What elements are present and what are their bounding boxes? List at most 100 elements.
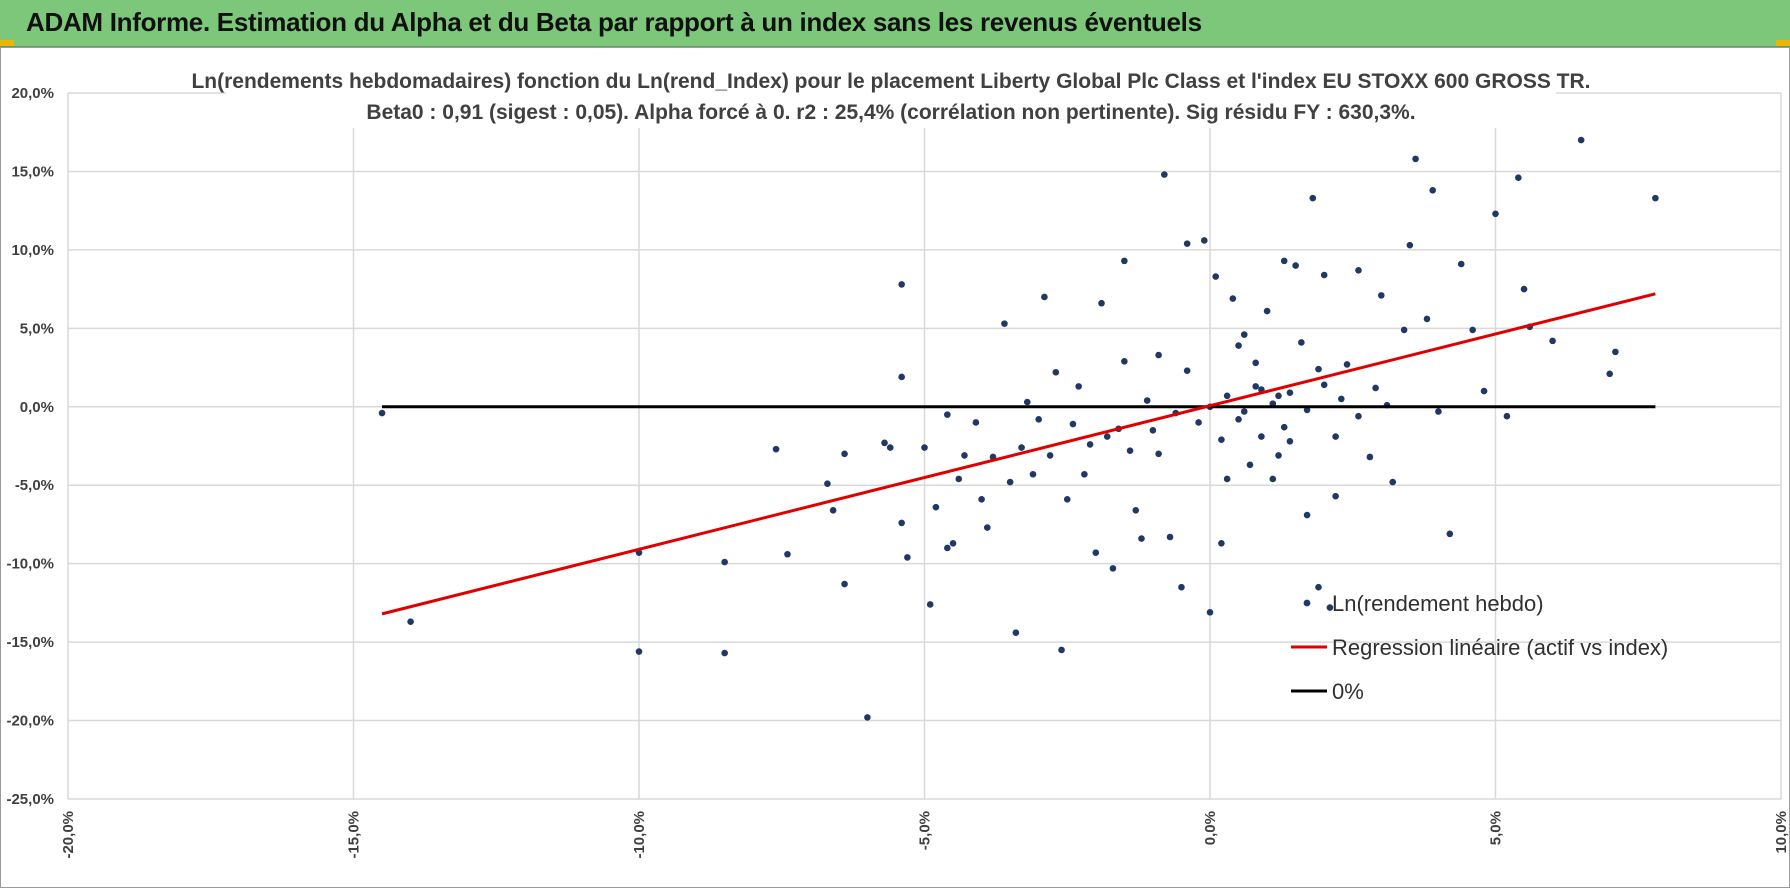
data-point	[1355, 266, 1362, 274]
data-point	[926, 601, 934, 608]
data-point	[1400, 326, 1408, 334]
x-tick-label: 10,0%	[1773, 811, 1789, 854]
data-point	[1041, 293, 1048, 301]
data-point	[1235, 342, 1242, 349]
data-point	[1457, 260, 1465, 268]
data-point	[1166, 533, 1174, 541]
data-point	[1469, 326, 1476, 334]
data-point	[1503, 412, 1511, 420]
data-point	[886, 444, 894, 451]
legend-label-regression: Regression linéaire (actif vs index)	[1332, 635, 1668, 660]
data-point	[841, 580, 848, 588]
data-point	[881, 439, 888, 447]
regression-line	[381, 292, 1656, 616]
chart-area: 20,0% 15,0% 10,0% 5,0% 0,0% -5,0% -10,0% -15,0%…	[0, 47, 1790, 888]
data-point	[1132, 507, 1140, 514]
data-point	[1492, 210, 1499, 218]
data-point	[864, 714, 871, 721]
data-point	[378, 409, 386, 417]
series-lines	[381, 292, 1656, 616]
y-tick-label: -20,0%	[6, 713, 54, 730]
legend-marker-points	[1303, 599, 1311, 607]
data-point	[1389, 478, 1397, 486]
data-point	[784, 550, 791, 558]
data-point	[1046, 452, 1054, 459]
data-point	[1018, 444, 1025, 451]
data-point	[1520, 285, 1528, 293]
data-point	[1320, 381, 1328, 389]
data-point	[1218, 436, 1225, 444]
data-point	[1343, 361, 1351, 368]
data-point	[1143, 397, 1151, 404]
data-point	[1309, 194, 1317, 202]
data-point	[1252, 359, 1259, 367]
data-point	[1412, 155, 1419, 163]
x-tick-label: -15,0%	[346, 811, 363, 859]
data-point	[972, 419, 980, 426]
data-point	[1372, 384, 1379, 392]
chart-title-line2: Beta0 : 0,91 (sigest : 0,05). Alpha forc…	[366, 101, 1415, 124]
data-point	[1023, 398, 1031, 406]
data-point	[1378, 292, 1385, 299]
data-point	[1058, 646, 1065, 654]
data-point	[1292, 262, 1299, 269]
data-point	[955, 475, 963, 483]
data-point	[921, 444, 928, 451]
data-point	[1612, 348, 1619, 356]
data-point	[944, 411, 951, 418]
data-point	[1280, 257, 1288, 265]
data-point	[1338, 395, 1345, 403]
y-tick-label: -5,0%	[15, 477, 54, 494]
data-point	[1063, 496, 1071, 503]
data-point	[1286, 437, 1294, 445]
data-point	[1246, 461, 1254, 469]
data-point	[1298, 339, 1305, 346]
data-point	[829, 507, 837, 514]
data-point	[721, 649, 728, 657]
data-point	[772, 445, 780, 453]
data-point	[1195, 419, 1202, 426]
data-point	[1183, 240, 1191, 247]
data-point	[1235, 416, 1242, 423]
data-point	[898, 281, 905, 288]
data-points	[378, 136, 1659, 721]
data-point	[1258, 433, 1265, 440]
data-point	[1252, 383, 1259, 390]
corner-marker-left	[0, 40, 14, 46]
data-point	[944, 544, 951, 552]
data-point	[1263, 307, 1271, 315]
data-point	[1206, 609, 1214, 616]
report-title: ADAM Informe. Estimation du Alpha et du …	[26, 7, 1202, 37]
data-point	[1480, 387, 1488, 395]
data-point	[1200, 237, 1208, 244]
data-point	[824, 480, 831, 487]
data-point	[1435, 408, 1442, 415]
data-point	[1423, 315, 1431, 323]
y-tick-label: 15,0%	[11, 163, 54, 180]
data-point	[1121, 357, 1128, 365]
data-point	[1240, 408, 1248, 415]
y-tick-label: -25,0%	[6, 791, 54, 808]
data-point	[1183, 367, 1191, 374]
data-point	[1223, 392, 1231, 400]
y-tick-label: 5,0%	[20, 320, 54, 337]
data-point	[961, 452, 968, 459]
data-point	[1012, 629, 1020, 636]
data-point	[978, 496, 985, 503]
data-point	[1223, 475, 1231, 483]
data-point	[1086, 441, 1094, 448]
data-point	[1515, 174, 1522, 182]
data-point	[1269, 475, 1277, 483]
data-point	[1029, 470, 1037, 478]
data-point	[1035, 416, 1042, 423]
report-header: ADAM Informe. Estimation du Alpha et du …	[0, 0, 1790, 47]
data-point	[1109, 565, 1117, 572]
y-tick-label: 0,0%	[20, 399, 54, 416]
data-point	[1286, 389, 1294, 396]
axes: 20,0% 15,0% 10,0% 5,0% 0,0% -5,0% -10,0% -15,0%…	[6, 85, 1789, 859]
data-point	[1366, 453, 1374, 461]
data-point	[1081, 470, 1088, 478]
data-point	[1006, 478, 1014, 486]
data-point	[1240, 331, 1248, 338]
data-point	[1326, 604, 1334, 611]
